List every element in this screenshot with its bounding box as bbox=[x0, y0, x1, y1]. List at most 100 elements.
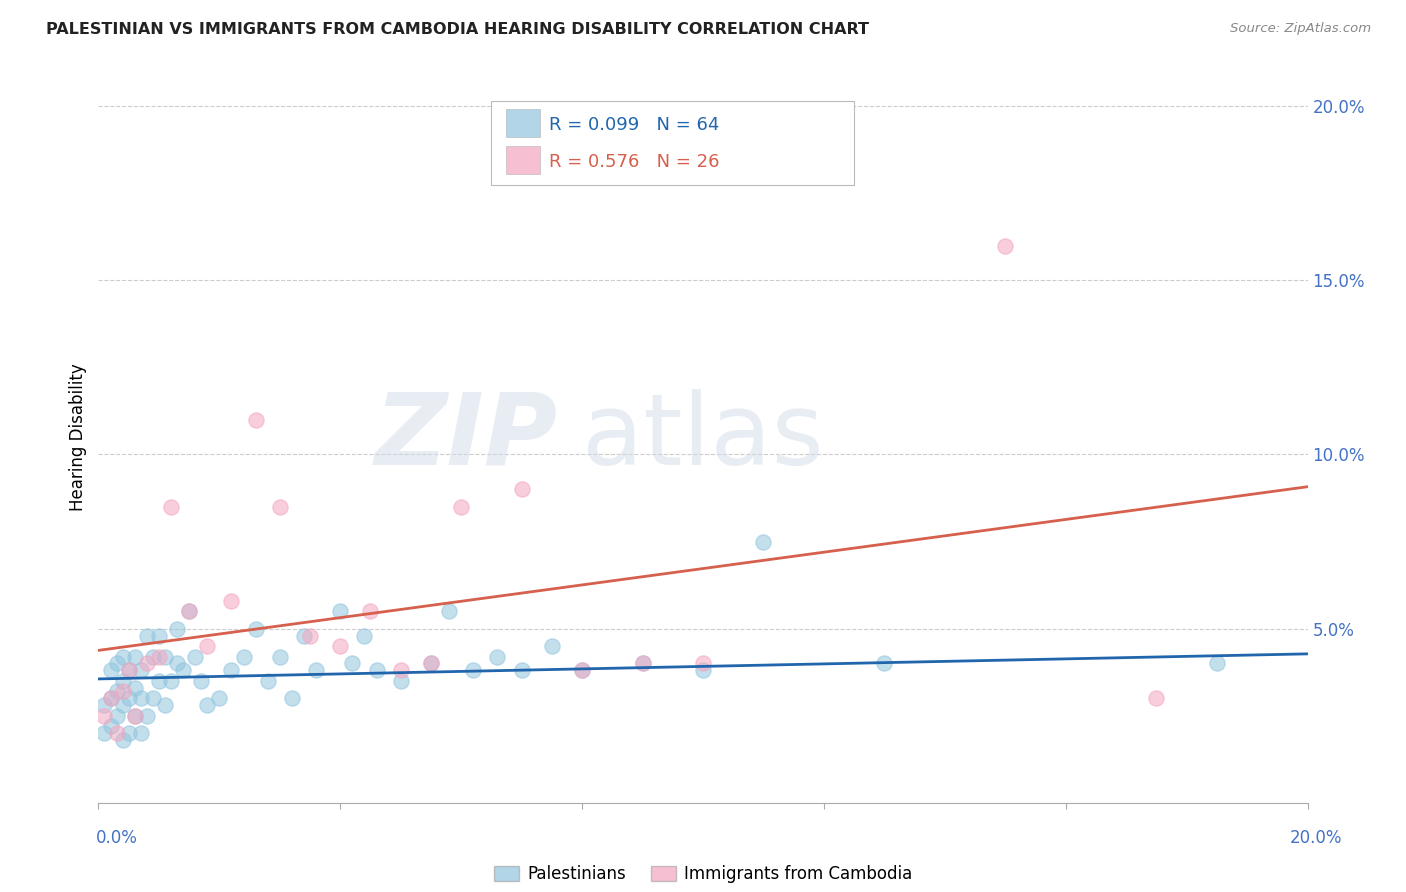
Point bbox=[305, 664, 328, 678]
Point bbox=[135, 708, 157, 723]
Point bbox=[1144, 691, 1167, 706]
Point bbox=[281, 691, 304, 706]
Point bbox=[994, 238, 1017, 252]
Point bbox=[129, 664, 152, 678]
Point bbox=[153, 649, 176, 664]
Point bbox=[752, 534, 775, 549]
Point bbox=[105, 657, 128, 671]
Point bbox=[93, 708, 115, 723]
Point bbox=[329, 639, 352, 653]
Point bbox=[93, 698, 115, 713]
Point bbox=[208, 691, 231, 706]
Point bbox=[179, 604, 201, 618]
Point bbox=[105, 684, 128, 698]
Bar bbox=[506, 110, 540, 137]
Point bbox=[148, 649, 170, 664]
Point bbox=[221, 594, 243, 608]
Point bbox=[166, 657, 188, 671]
Point bbox=[420, 657, 443, 671]
Point bbox=[190, 673, 212, 688]
Text: atlas: atlas bbox=[582, 389, 824, 485]
Point bbox=[129, 726, 152, 740]
Point bbox=[463, 664, 485, 678]
Point bbox=[184, 649, 207, 664]
Point bbox=[160, 500, 183, 514]
Point bbox=[179, 604, 201, 618]
Point bbox=[256, 673, 278, 688]
Text: Source: ZipAtlas.com: Source: ZipAtlas.com bbox=[1230, 22, 1371, 36]
Point bbox=[292, 629, 315, 643]
Point bbox=[160, 673, 183, 688]
Point bbox=[221, 664, 243, 678]
Point bbox=[135, 657, 157, 671]
Point bbox=[105, 708, 128, 723]
Point bbox=[124, 649, 146, 664]
Point bbox=[389, 673, 412, 688]
Point bbox=[111, 649, 134, 664]
Point bbox=[118, 726, 141, 740]
Point bbox=[195, 639, 218, 653]
Point bbox=[153, 698, 176, 713]
Point bbox=[571, 664, 593, 678]
Point bbox=[329, 604, 352, 618]
Point bbox=[100, 719, 122, 733]
Point bbox=[631, 657, 654, 671]
Point bbox=[148, 673, 170, 688]
Point bbox=[245, 412, 267, 426]
Point bbox=[111, 698, 134, 713]
Point bbox=[111, 733, 134, 747]
Point bbox=[437, 604, 460, 618]
Point bbox=[232, 649, 254, 664]
Point bbox=[692, 664, 714, 678]
Point bbox=[111, 684, 134, 698]
Point bbox=[510, 483, 533, 497]
Point bbox=[269, 649, 291, 664]
Point bbox=[299, 629, 322, 643]
Point bbox=[1054, 814, 1077, 828]
Point bbox=[118, 664, 141, 678]
Point bbox=[245, 622, 267, 636]
Point bbox=[111, 673, 134, 688]
Point bbox=[135, 629, 157, 643]
Text: R = 0.576   N = 26: R = 0.576 N = 26 bbox=[550, 153, 720, 170]
Point bbox=[195, 698, 218, 713]
Legend: Palestinians, Immigrants from Cambodia: Palestinians, Immigrants from Cambodia bbox=[486, 858, 920, 889]
Text: 0.0%: 0.0% bbox=[96, 829, 138, 847]
Point bbox=[873, 657, 896, 671]
Point bbox=[93, 726, 115, 740]
Point bbox=[1206, 657, 1229, 671]
Point bbox=[118, 664, 141, 678]
Point bbox=[129, 691, 152, 706]
Point bbox=[353, 629, 375, 643]
Point bbox=[100, 691, 122, 706]
Point bbox=[342, 657, 364, 671]
Point bbox=[148, 629, 170, 643]
Point bbox=[166, 622, 188, 636]
Point bbox=[124, 708, 146, 723]
Point bbox=[124, 681, 146, 695]
Bar bbox=[506, 146, 540, 174]
Text: PALESTINIAN VS IMMIGRANTS FROM CAMBODIA HEARING DISABILITY CORRELATION CHART: PALESTINIAN VS IMMIGRANTS FROM CAMBODIA … bbox=[46, 22, 869, 37]
Point bbox=[571, 664, 593, 678]
Text: R = 0.099   N = 64: R = 0.099 N = 64 bbox=[550, 116, 720, 134]
Point bbox=[142, 649, 165, 664]
Point bbox=[124, 708, 146, 723]
Point bbox=[142, 691, 165, 706]
Point bbox=[450, 500, 472, 514]
Point bbox=[540, 639, 562, 653]
Text: 20.0%: 20.0% bbox=[1291, 829, 1343, 847]
Point bbox=[389, 664, 412, 678]
Point bbox=[360, 604, 382, 618]
Point bbox=[692, 657, 714, 671]
Point bbox=[420, 657, 443, 671]
Point bbox=[269, 500, 291, 514]
Point bbox=[100, 664, 122, 678]
Point bbox=[486, 649, 509, 664]
Point bbox=[100, 691, 122, 706]
Text: ZIP: ZIP bbox=[375, 389, 558, 485]
Point bbox=[366, 664, 388, 678]
Y-axis label: Hearing Disability: Hearing Disability bbox=[69, 363, 87, 511]
Point bbox=[510, 664, 533, 678]
FancyBboxPatch shape bbox=[492, 101, 855, 185]
Point bbox=[105, 726, 128, 740]
